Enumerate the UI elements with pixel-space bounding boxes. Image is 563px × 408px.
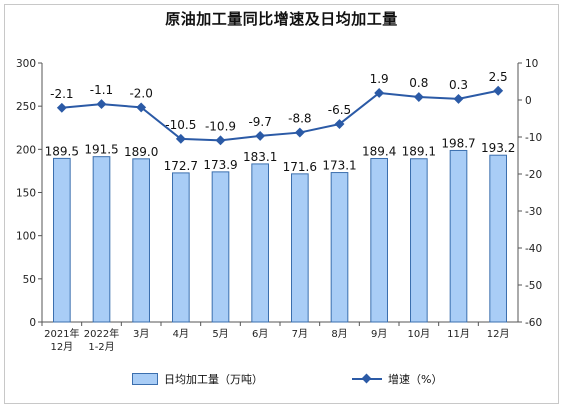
- bar: [211, 171, 230, 323]
- x-axis-tick-label: 1-2月: [88, 341, 114, 353]
- legend-bar-swatch: [132, 373, 158, 385]
- bar-data-label: 191.5: [84, 143, 118, 157]
- x-axis-tick-label: 12月: [50, 341, 73, 353]
- x-axis-tick-label: 2021年: [44, 327, 79, 340]
- growth-point: [56, 102, 67, 113]
- growth-data-label: -6.5: [328, 103, 351, 117]
- right-axis-tick-label: -60: [525, 317, 542, 329]
- bar: [330, 172, 349, 323]
- x-axis-tick-label: 7月: [292, 328, 308, 340]
- growth-point: [136, 102, 147, 113]
- x-axis-tick-label: 12月: [487, 328, 510, 340]
- legend-bar: 日均加工量（万吨）: [132, 371, 263, 387]
- bar-data-label: 172.7: [164, 159, 198, 173]
- growth-point: [453, 93, 464, 104]
- growth-data-label: 0.3: [449, 78, 468, 92]
- bar-data-label: 189.1: [402, 145, 436, 159]
- bar-data-label: 189.0: [124, 145, 158, 159]
- growth-point: [96, 99, 107, 110]
- growth-data-label: 1.9: [370, 72, 389, 86]
- growth-point: [294, 127, 305, 138]
- right-axis-tick-label: -10: [525, 132, 542, 144]
- bar-data-label: 189.5: [45, 144, 79, 158]
- x-axis-tick-label: 6月: [252, 328, 268, 340]
- left-axis-tick-label: 0: [29, 317, 36, 329]
- bar-data-label: 173.1: [322, 159, 356, 173]
- legend-line: 增速（%）: [352, 371, 442, 387]
- right-axis-tick-label: -20: [525, 169, 542, 181]
- bar: [172, 172, 190, 323]
- growth-data-label: -9.7: [248, 115, 271, 129]
- x-axis-tick-label: 9月: [371, 328, 387, 340]
- legend-bar-label: 日均加工量（万吨）: [164, 373, 263, 386]
- growth-line: [61, 89, 499, 142]
- growth-data-label: -1.1: [90, 83, 113, 97]
- left-axis-tick-label: 300: [16, 58, 36, 70]
- bar: [92, 156, 111, 323]
- right-axis-tick-label: 10: [525, 58, 538, 70]
- bar: [370, 157, 388, 323]
- bar-data-label: 183.1: [243, 150, 277, 164]
- growth-data-label: -2.1: [50, 87, 73, 101]
- right-axis-tick-label: -40: [525, 243, 542, 255]
- growth-point: [493, 85, 504, 96]
- bar: [291, 173, 309, 323]
- growth-data-label: -10.5: [165, 118, 196, 132]
- bar: [132, 158, 150, 323]
- growth-data-label: -10.9: [205, 119, 236, 133]
- bar: [489, 154, 507, 323]
- left-axis-tick-label: 250: [16, 101, 36, 113]
- x-axis-tick-label: 2022年: [84, 327, 119, 340]
- left-axis-tick-label: 50: [23, 274, 36, 286]
- right-axis-tick-label: 0: [525, 95, 532, 107]
- bar-data-label: 171.6: [283, 160, 317, 174]
- growth-point: [413, 92, 424, 102]
- bar-data-label: 193.2: [481, 141, 515, 155]
- chart-title: 原油加工量同比增速及日均加工量: [165, 10, 398, 28]
- bar: [251, 163, 269, 323]
- bar: [53, 157, 71, 323]
- x-axis-tick-label: 11月: [447, 328, 470, 340]
- growth-point: [175, 133, 186, 144]
- bar-data-label: 189.4: [362, 144, 396, 158]
- x-axis-tick-label: 4月: [173, 328, 189, 340]
- x-axis-tick-label: 3月: [133, 328, 149, 340]
- right-axis-tick-label: -30: [525, 206, 542, 218]
- x-axis-tick-label: 5月: [212, 328, 228, 340]
- right-axis-tick-label: -50: [525, 280, 542, 292]
- growth-data-label: 0.8: [409, 76, 428, 90]
- growth-data-label: -8.8: [288, 112, 311, 126]
- bar: [410, 158, 428, 323]
- bar: [449, 149, 468, 323]
- x-axis-tick-label: 10月: [407, 328, 430, 340]
- bar-data-label: 173.9: [203, 158, 237, 172]
- left-axis-tick-label: 100: [16, 231, 36, 243]
- growth-point: [215, 135, 226, 146]
- legend-line-swatch: [352, 374, 382, 384]
- growth-data-label: -2.0: [129, 86, 152, 100]
- growth-data-label: 2.5: [489, 70, 508, 84]
- legend-line-label: 增速（%）: [388, 373, 443, 386]
- x-axis-tick-label: 8月: [331, 328, 347, 340]
- left-axis-tick-label: 150: [16, 188, 36, 200]
- growth-point: [255, 130, 266, 141]
- bar-data-label: 198.7: [441, 136, 475, 150]
- left-axis-tick-label: 200: [16, 144, 36, 156]
